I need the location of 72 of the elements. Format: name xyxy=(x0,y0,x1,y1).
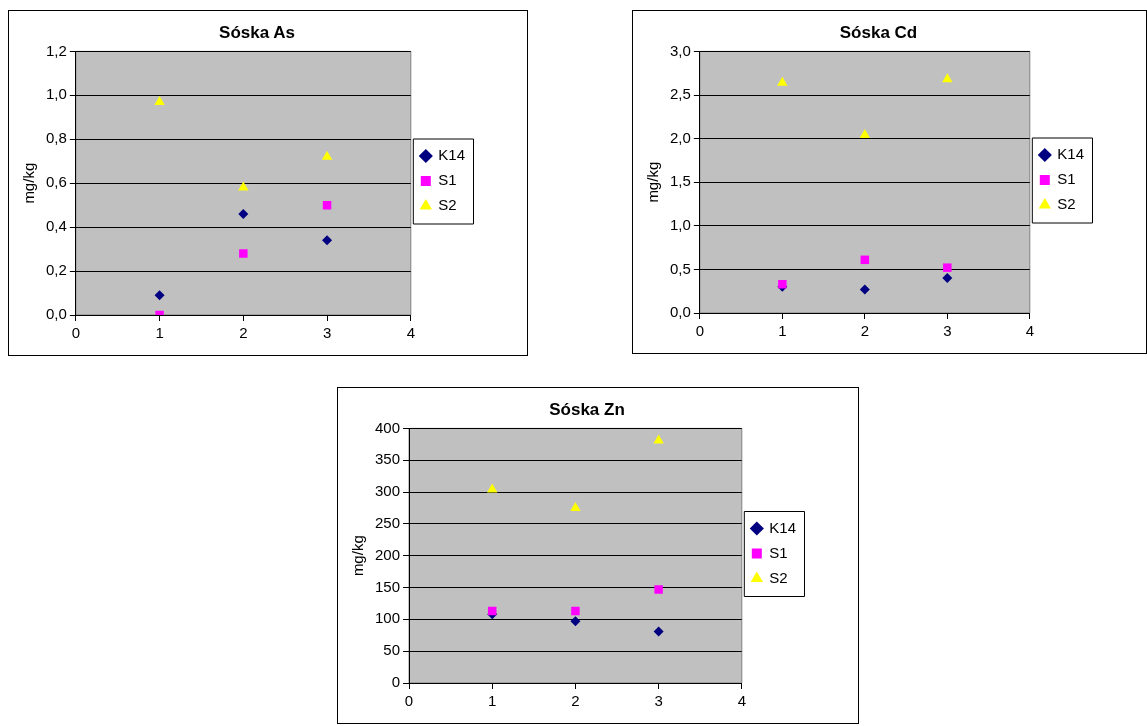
y-tick-label: 0,4 xyxy=(45,217,67,235)
x-tick-label: 2 xyxy=(860,322,869,340)
point xyxy=(859,129,871,139)
y-tick-label: 200 xyxy=(375,545,401,563)
y-tick-label: 0,0 xyxy=(45,305,67,323)
legend-label: S1 xyxy=(1057,170,1076,188)
x-tick-label: 4 xyxy=(737,692,746,710)
y-tick-label: 0,5 xyxy=(669,259,691,277)
legend-label: S2 xyxy=(769,568,788,586)
legend-label: K14 xyxy=(769,518,797,536)
point xyxy=(238,181,249,191)
point xyxy=(654,585,663,594)
y-tick-label: 1,5 xyxy=(669,172,691,190)
point xyxy=(777,76,788,86)
point xyxy=(238,208,249,219)
y-tick-label: 1,2 xyxy=(45,41,67,59)
x-tick-label: 3 xyxy=(654,692,663,710)
x-tick-label: 4 xyxy=(1025,322,1034,340)
y-tick-label: 1,0 xyxy=(45,85,67,103)
chart-title: Sóska Cd xyxy=(839,22,918,42)
point xyxy=(943,263,952,272)
point xyxy=(239,249,248,258)
legend-label: S2 xyxy=(1057,195,1076,213)
y-tick-label: 250 xyxy=(375,514,401,532)
y-tick-label: 0,0 xyxy=(669,303,691,321)
point xyxy=(571,606,580,616)
x-tick-label: 0 xyxy=(404,692,414,710)
point xyxy=(154,95,165,105)
x-tick-label: 1 xyxy=(488,692,497,710)
y-tick-label: 3,0 xyxy=(669,41,691,59)
y-tick-label: 0,2 xyxy=(45,261,67,279)
x-tick-label: 1 xyxy=(155,324,164,342)
y-axis-title: mg/kg xyxy=(644,161,662,203)
y-tick-label: 100 xyxy=(375,609,401,627)
legend-label: S2 xyxy=(438,196,457,214)
point xyxy=(942,73,953,83)
point xyxy=(942,273,953,284)
x-tick-label: 2 xyxy=(239,324,248,342)
legend-label: K14 xyxy=(438,146,466,164)
y-tick-label: 150 xyxy=(375,577,401,595)
x-tick-label: 0 xyxy=(71,324,81,342)
y-axis-title: mg/kg xyxy=(349,535,367,577)
chart-title: Sóska Zn xyxy=(549,399,625,419)
point xyxy=(321,150,333,160)
y-tick-label: 1,0 xyxy=(669,215,691,233)
y-tick-label: 0,6 xyxy=(45,173,67,191)
legend-label: K14 xyxy=(1057,145,1085,163)
point xyxy=(570,501,581,511)
point xyxy=(154,290,165,301)
point xyxy=(487,483,498,493)
x-tick-label: 3 xyxy=(322,324,332,342)
point xyxy=(322,235,333,246)
y-tick-label: 350 xyxy=(375,450,401,468)
y-tick-label: 400 xyxy=(375,418,401,436)
y-tick-label: 300 xyxy=(375,482,401,500)
chart-title: Sóska As xyxy=(219,22,295,42)
legend-label: S1 xyxy=(438,171,457,189)
y-tick-label: 0,8 xyxy=(45,129,67,147)
point xyxy=(653,626,664,637)
x-tick-label: 0 xyxy=(695,322,705,340)
point xyxy=(570,616,581,627)
legend-label: S1 xyxy=(769,543,788,561)
y-tick-label: 2,5 xyxy=(669,85,691,103)
point xyxy=(859,284,870,295)
x-tick-label: 2 xyxy=(571,692,580,710)
x-tick-label: 3 xyxy=(943,322,952,340)
y-tick-label: 50 xyxy=(383,641,401,659)
x-tick-label: 4 xyxy=(406,324,415,342)
y-tick-label: 2,0 xyxy=(669,128,691,146)
y-axis-title: mg/kg xyxy=(20,162,38,204)
x-tick-label: 1 xyxy=(778,322,787,340)
y-tick-label: 0 xyxy=(391,673,401,691)
